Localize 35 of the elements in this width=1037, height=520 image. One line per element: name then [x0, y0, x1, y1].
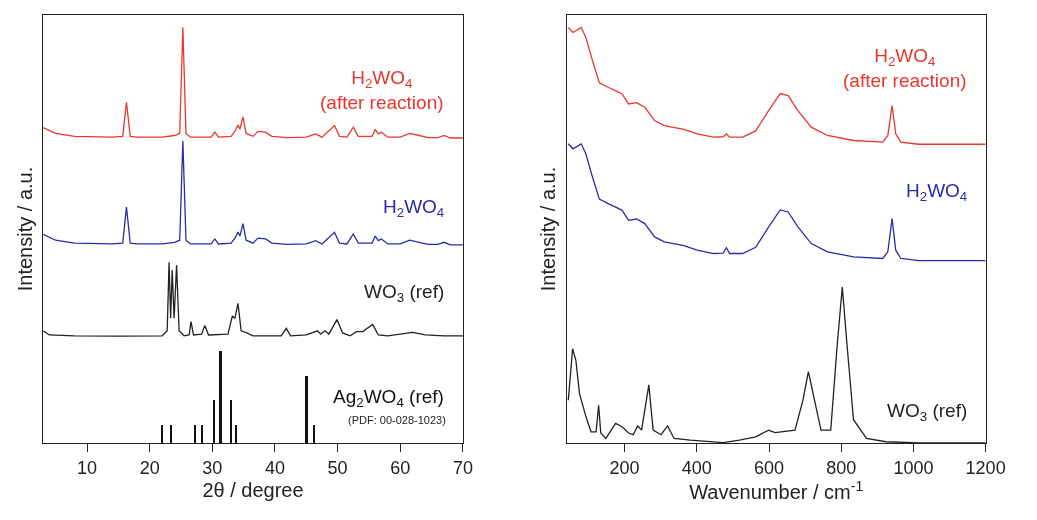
x-tick-label: 1200 — [965, 457, 1006, 478]
x-tick-label: 800 — [826, 457, 857, 478]
bar — [194, 425, 197, 443]
x-tick-label: 30 — [202, 457, 223, 478]
series-label: H$_{2}$WO$_{4}$ (after reaction) — [320, 67, 444, 113]
series-label: H$_{2}$WO$_{4}$ — [383, 196, 445, 220]
bar — [235, 425, 238, 443]
series-label: WO$_{3}$ (ref) — [364, 281, 445, 305]
y-axis-title: Intensity / a.u. — [13, 166, 36, 292]
x-axis-title: 2θ / degree — [202, 479, 304, 502]
x-tick-label: 600 — [753, 457, 785, 478]
x-tick-label: 20 — [139, 457, 160, 478]
x-tick-label: 10 — [76, 457, 98, 478]
bar — [305, 376, 309, 443]
bar — [219, 351, 223, 443]
bar — [201, 425, 204, 443]
series-label: WO$_{3}$ (ref) — [887, 400, 968, 424]
bar — [170, 425, 173, 443]
x-tick-label: 40 — [264, 457, 285, 478]
x-tick-label: 60 — [390, 457, 411, 478]
x-tick-label: 50 — [327, 457, 348, 478]
x-tick-label: 400 — [681, 457, 712, 478]
x-tick-label: 1000 — [893, 457, 934, 478]
y-axis-title: Intensity / a.u. — [537, 166, 560, 292]
bar — [313, 425, 316, 443]
x-axis-title: Wavenumber / cm$^{-1}$ — [689, 477, 864, 504]
series-label: H$_{2}$WO$_{4}$ — [906, 180, 968, 204]
text: H$_{2}$WO$_{4}$ (after reaction) — [843, 45, 967, 91]
series-label: Ag$_{2}$WO$_{4}$ (ref) — [333, 386, 444, 410]
x-tick-label: 70 — [452, 457, 473, 478]
bar — [161, 425, 164, 443]
bar — [213, 400, 216, 443]
annotation: (PDF: 00-028-1023) — [348, 414, 446, 426]
x-tick-label: 200 — [609, 457, 640, 478]
bar — [230, 400, 233, 443]
